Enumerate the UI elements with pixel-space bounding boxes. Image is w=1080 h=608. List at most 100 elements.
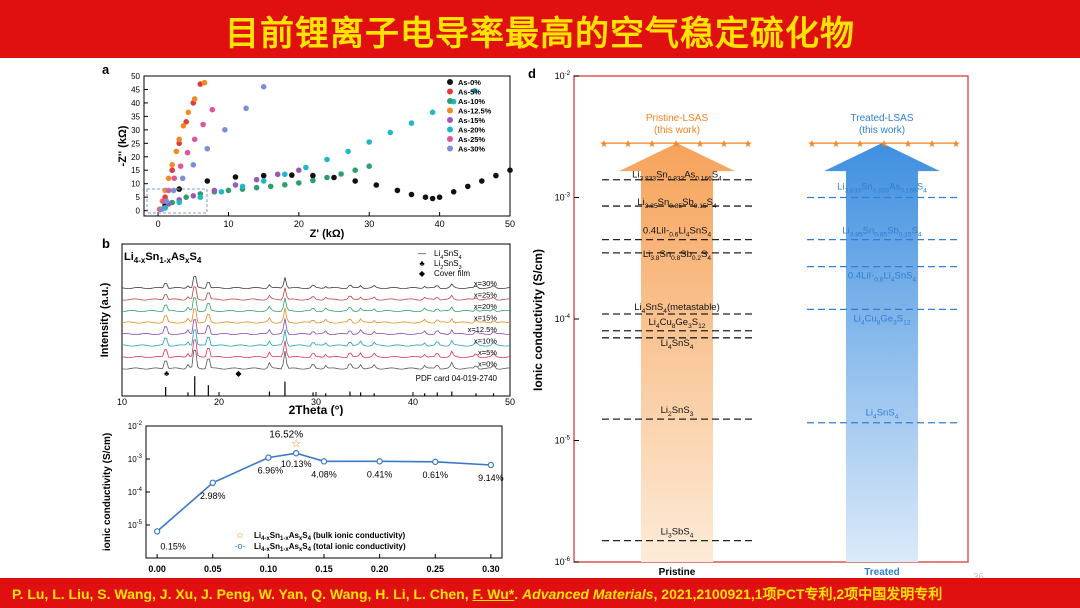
x-axis-title: Z' (kΩ) xyxy=(310,228,345,240)
data-point xyxy=(183,194,189,200)
data-point xyxy=(200,121,206,128)
pristine-arrow xyxy=(619,143,735,562)
xrd-curve xyxy=(121,286,511,301)
x-tick-label: 0.05 xyxy=(204,564,222,574)
star-marker: ★ xyxy=(808,139,817,150)
data-point xyxy=(296,167,302,173)
x-tick-label: 40 xyxy=(408,397,418,407)
data-point xyxy=(177,163,184,169)
y-tick-label: 45 xyxy=(131,85,140,94)
legend-label: As-10% xyxy=(458,97,485,106)
data-point xyxy=(190,193,197,199)
plot-frame xyxy=(143,75,511,217)
y-tick-label: 35 xyxy=(131,112,140,121)
data-point xyxy=(169,162,175,168)
y-tick-label: 15 xyxy=(131,166,140,175)
error-percent-label: 10.13% xyxy=(281,459,312,469)
x-tick-label: 40 xyxy=(435,219,445,229)
pristine-level-label: Li4SnS4(metastable) xyxy=(634,302,720,315)
legend-marker: ♣ xyxy=(419,259,425,268)
citation: P. Lu, L. Liu, S. Wang, J. Xu, J. Peng, … xyxy=(12,586,943,602)
data-point xyxy=(352,178,358,184)
y-tick-label: 25 xyxy=(131,139,140,148)
data-point xyxy=(204,178,211,184)
y-axis-title: Ionic conductivity (S/cm) xyxy=(531,249,545,391)
data-point xyxy=(232,174,239,180)
data-point xyxy=(232,182,239,188)
cover-film-marker: ◆ xyxy=(235,369,242,378)
data-point xyxy=(320,458,328,465)
data-point xyxy=(183,119,189,125)
data-point xyxy=(422,194,429,200)
xrd-curve xyxy=(121,275,511,290)
zoom-box xyxy=(146,188,208,214)
panel-a-label: a xyxy=(102,62,110,77)
data-point xyxy=(165,175,172,182)
data-point xyxy=(243,105,249,112)
y-tick-label: 10-2 xyxy=(128,421,143,431)
data-point xyxy=(303,164,309,171)
y-tick-label: 10-4 xyxy=(555,314,571,324)
data-point xyxy=(176,199,182,206)
x-tick-label: 0.15 xyxy=(315,564,333,574)
x-label-pristine: Pristine xyxy=(659,567,696,578)
data-point xyxy=(260,172,267,179)
citation-journal: Advanced Materials xyxy=(522,586,654,602)
y-tick-label: 30 xyxy=(131,126,140,135)
x-tick-label: 50 xyxy=(505,397,515,407)
data-point xyxy=(209,479,216,487)
data-point xyxy=(376,458,383,465)
pristine-header: Pristine-LSAS xyxy=(646,113,709,124)
data-point xyxy=(429,195,436,202)
data-point xyxy=(432,458,439,466)
pristine-level-label: Li3.85Sn0.85Sb0.15S4 xyxy=(637,197,717,210)
data-point xyxy=(292,449,300,457)
legend-marker xyxy=(447,126,453,133)
data-point xyxy=(209,106,216,113)
data-point xyxy=(253,176,260,183)
data-point xyxy=(191,96,198,102)
data-point xyxy=(211,187,218,194)
x-tick-label: 20 xyxy=(294,219,304,229)
legend-marker xyxy=(447,107,453,114)
legend-marker: -o- xyxy=(235,541,246,551)
data-point xyxy=(253,184,260,191)
x-tick-label: 0 xyxy=(156,219,161,229)
composition-formula: Li4-xSn1-xAsxS4 xyxy=(124,251,202,265)
y-axis-title: -Z'' (kΩ) xyxy=(117,125,129,166)
pristine-level-label: Li3.833Sn0.833As0.166S4 xyxy=(632,170,722,183)
citation-corresponding-author: F. Wu* xyxy=(472,586,515,602)
star-marker: ★ xyxy=(880,139,889,150)
data-point xyxy=(352,167,358,173)
y-tick-label: 5 xyxy=(136,193,141,202)
total-conductivity-line xyxy=(156,452,491,533)
data-point xyxy=(289,172,295,178)
data-point xyxy=(324,174,330,181)
nyquist-plot: a 0 10 20 30 40 50 0 5 10 15 20 25 30 35 40 45 50 Z' (kΩ… xyxy=(102,62,515,240)
data-point xyxy=(310,172,316,179)
data-point xyxy=(176,140,182,147)
y-tick-label: 0 xyxy=(136,207,141,216)
data-point xyxy=(201,79,208,86)
x-tick-label: 30 xyxy=(364,219,374,229)
legend-label: As-15% xyxy=(458,116,485,125)
data-point xyxy=(153,528,161,535)
y-tick-label: 10-3 xyxy=(128,454,143,464)
treated-level-label: 0.4LiI-0.6Li4SnS4 xyxy=(848,271,917,284)
pristine-level-label: 0.4LiI-0.6Li4SnS4 xyxy=(643,226,712,239)
data-point xyxy=(324,156,330,163)
data-point xyxy=(170,187,177,194)
legend-marker xyxy=(447,88,453,95)
conductivity-plot: 0.00 0.05 0.10 0.15 0.20 0.25 0.30 10-2 10-3 10-4… xyxy=(102,421,504,574)
data-point xyxy=(282,171,288,178)
pristine-level-label: Li3SbS4 xyxy=(661,527,694,540)
treated-arrow xyxy=(824,143,940,562)
x-tick-label: 0.10 xyxy=(260,564,278,574)
data-point xyxy=(191,136,198,143)
x-tick-label: 0.00 xyxy=(148,564,166,574)
data-point xyxy=(331,174,337,181)
pdf-card-label: PDF card 04-019-2740 xyxy=(416,374,498,383)
data-point xyxy=(185,109,192,116)
data-point xyxy=(487,461,495,469)
data-point xyxy=(163,198,170,204)
